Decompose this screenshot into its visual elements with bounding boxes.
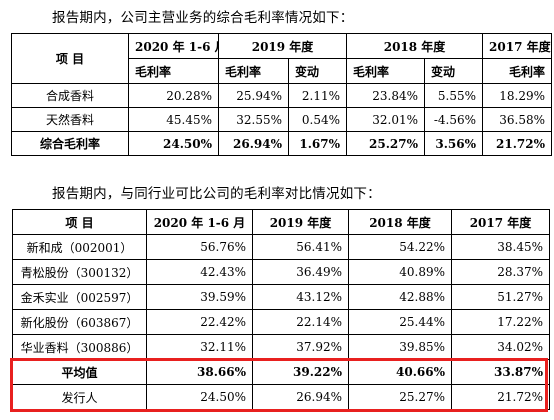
cell-value: 51.27% bbox=[451, 284, 550, 310]
cell-value: 42.88% bbox=[348, 284, 452, 310]
section2-intro: 报告期内，与同行业可比公司的毛利率对比情况如下： bbox=[52, 186, 381, 202]
cell-value: 36.49% bbox=[252, 259, 349, 285]
header-period: 2018 年度 bbox=[346, 33, 484, 59]
subheader-gross-margin: 毛利率 bbox=[346, 58, 426, 84]
table-row-average: 平均值 38.66% 39.22% 40.66% 33.87% bbox=[12, 359, 550, 385]
gross-margin-table: 项 目 2020 年 1-6 月 2019 年度 2018 年度 2017 年度… bbox=[11, 33, 553, 156]
cell-value: 38.66% bbox=[146, 359, 253, 385]
row-name: 金禾实业（002597） bbox=[12, 284, 147, 310]
cell-value: 5.55% bbox=[424, 83, 484, 108]
cell-value: 56.76% bbox=[146, 234, 253, 260]
table-row-total: 综合毛利率 24.50% 26.94% 1.67% 25.27% 3.56% 2… bbox=[11, 131, 553, 156]
cell-value: 17.22% bbox=[451, 309, 550, 335]
subheader-gross-margin: 毛利率 bbox=[482, 58, 553, 84]
header-period: 2017 年度 bbox=[451, 209, 550, 235]
row-name: 华业香料（300886） bbox=[12, 334, 147, 360]
cell-value: 54.22% bbox=[348, 234, 452, 260]
table-row: 合成香料 20.28% 25.94% 2.11% 23.84% 5.55% 18… bbox=[11, 83, 553, 108]
cell-value: 25.44% bbox=[348, 309, 452, 335]
header-period: 2019 年度 bbox=[217, 33, 348, 59]
table-header-row: 项 目 2020 年 1-6 月 2019 年度 2018 年度 2017 年度 bbox=[11, 33, 553, 84]
table-header-row: 项 目 2020 年 1-6 月 2019 年度 2018 年度 2017 年度 bbox=[12, 209, 550, 235]
row-name: 平均值 bbox=[12, 359, 147, 385]
cell-value: 39.22% bbox=[252, 359, 349, 385]
header-period: 2018 年度 bbox=[348, 209, 452, 235]
cell-value: 26.94% bbox=[218, 131, 289, 156]
cell-value: 32.01% bbox=[346, 107, 426, 132]
header-item: 项 目 bbox=[12, 209, 147, 235]
cell-value: 34.02% bbox=[451, 334, 550, 360]
subheader-gross-margin: 毛利率 bbox=[128, 58, 219, 84]
table-row-issuer: 发行人 24.50% 26.94% 25.27% 21.72% bbox=[12, 384, 550, 410]
cell-value: 24.50% bbox=[128, 131, 219, 156]
cell-value: 23.84% bbox=[346, 83, 426, 108]
cell-value: 45.45% bbox=[128, 107, 219, 132]
cell-value: 56.41% bbox=[252, 234, 349, 260]
cell-value: 28.37% bbox=[451, 259, 550, 285]
cell-value: 43.12% bbox=[252, 284, 349, 310]
cell-value: 40.66% bbox=[348, 359, 452, 385]
cell-value: 40.89% bbox=[348, 259, 452, 285]
row-name: 合成香料 bbox=[11, 83, 129, 108]
cell-value: 20.28% bbox=[128, 83, 219, 108]
table-subheader-row: 毛利率 毛利率 变动 毛利率 变动 毛利率 bbox=[12, 58, 553, 84]
table-row: 天然香料 45.45% 32.55% 0.54% 32.01% -4.56% 3… bbox=[11, 107, 553, 132]
table-row: 金禾实业（002597） 39.59% 43.12% 42.88% 51.27% bbox=[12, 284, 550, 310]
subheader-change: 变动 bbox=[287, 58, 348, 84]
cell-value: 25.27% bbox=[348, 384, 452, 410]
row-name: 青松股份（300132） bbox=[12, 259, 147, 285]
cell-value: 32.11% bbox=[146, 334, 253, 360]
table-row: 新和成（002001） 56.76% 56.41% 54.22% 38.45% bbox=[12, 234, 550, 260]
cell-value: 1.67% bbox=[287, 131, 348, 156]
cell-value: 32.55% bbox=[218, 107, 289, 132]
cell-value: 25.27% bbox=[346, 131, 426, 156]
row-name: 新化股份（603867） bbox=[12, 309, 147, 335]
subheader-gross-margin: 毛利率 bbox=[218, 58, 289, 84]
cell-value: 0.54% bbox=[287, 107, 348, 132]
cell-value: 39.85% bbox=[348, 334, 452, 360]
header-item: 项 目 bbox=[11, 33, 129, 84]
cell-value: 18.29% bbox=[482, 83, 553, 108]
subheader-change: 变动 bbox=[424, 58, 484, 84]
cell-value: 2.11% bbox=[287, 83, 348, 108]
cell-value: 36.58% bbox=[482, 107, 553, 132]
row-name: 天然香料 bbox=[11, 107, 129, 132]
header-period: 2019 年度 bbox=[252, 209, 349, 235]
cell-value: 22.14% bbox=[252, 309, 349, 335]
row-name: 新和成（002001） bbox=[12, 234, 147, 260]
cell-value: 38.45% bbox=[451, 234, 550, 260]
cell-value: 37.92% bbox=[252, 334, 349, 360]
section1-intro: 报告期内，公司主营业务的综合毛利率情况如下： bbox=[52, 10, 354, 26]
header-period: 2020 年 1-6 月 bbox=[146, 209, 253, 235]
cell-value: 39.59% bbox=[146, 284, 253, 310]
header-period: 2020 年 1-6 月 bbox=[128, 33, 219, 59]
header-period: 2017 年度 bbox=[482, 33, 553, 59]
cell-value: 22.42% bbox=[146, 309, 253, 335]
cell-value: 24.50% bbox=[146, 384, 253, 410]
table-row: 华业香料（300886） 32.11% 37.92% 39.85% 34.02% bbox=[12, 334, 550, 360]
peer-comparison-table: 项 目 2020 年 1-6 月 2019 年度 2018 年度 2017 年度… bbox=[12, 209, 550, 410]
cell-value: 3.56% bbox=[424, 131, 484, 156]
table-row: 青松股份（300132） 42.43% 36.49% 40.89% 28.37% bbox=[12, 259, 550, 285]
row-name: 发行人 bbox=[12, 384, 147, 410]
cell-value: 26.94% bbox=[252, 384, 349, 410]
cell-value: -4.56% bbox=[424, 107, 484, 132]
cell-value: 21.72% bbox=[482, 131, 553, 156]
cell-value: 33.87% bbox=[451, 359, 550, 385]
cell-value: 42.43% bbox=[146, 259, 253, 285]
table-row: 新化股份（603867） 22.42% 22.14% 25.44% 17.22% bbox=[12, 309, 550, 335]
cell-value: 25.94% bbox=[218, 83, 289, 108]
row-name: 综合毛利率 bbox=[11, 131, 129, 156]
cell-value: 21.72% bbox=[451, 384, 550, 410]
